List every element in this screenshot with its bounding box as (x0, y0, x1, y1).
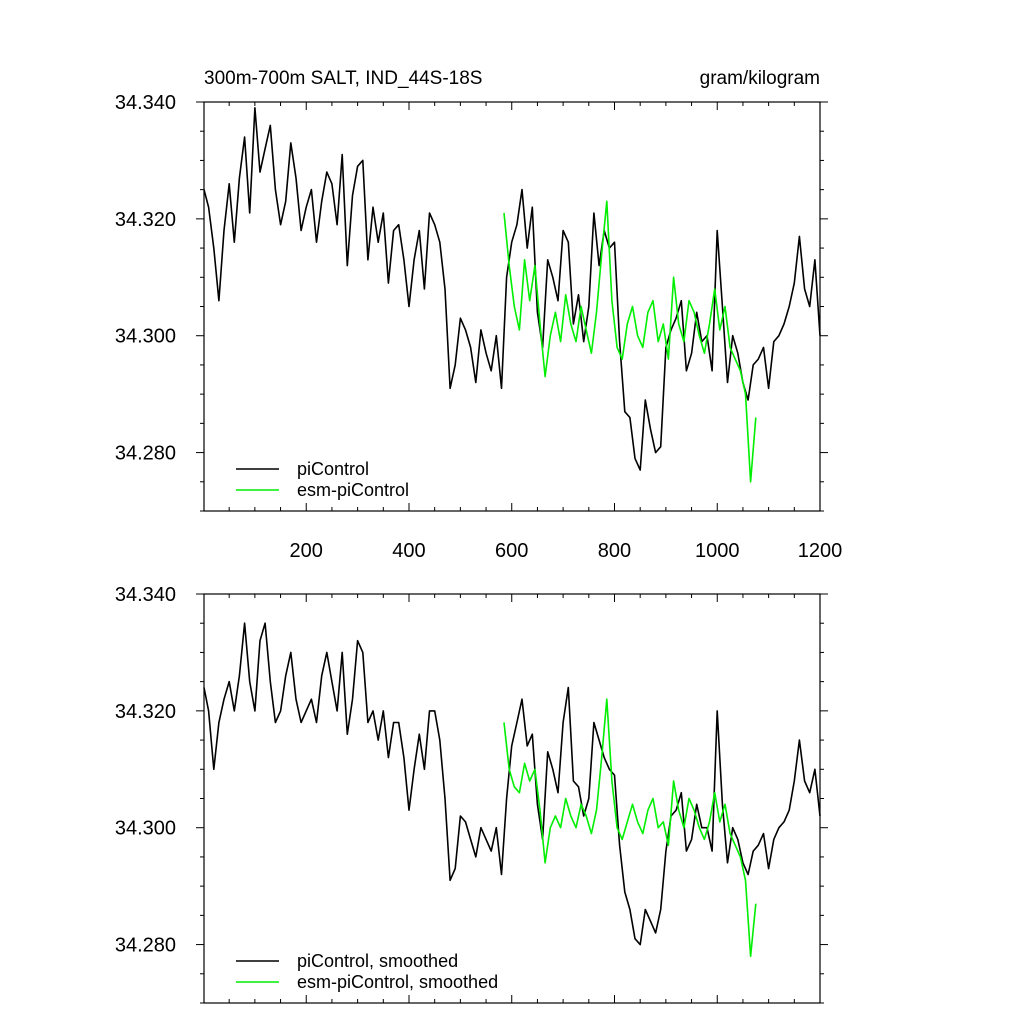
y-tick-label: 34.320 (115, 701, 176, 723)
x-tick-label: 400 (392, 540, 425, 562)
y-tick-label: 34.280 (115, 935, 176, 957)
chart-title: 300m-700m SALT, IND_44S-18S (204, 68, 482, 89)
plot-frame-bottom (203, 593, 821, 1004)
series-line-picontrol (203, 107, 821, 471)
y-tick-label: 34.320 (115, 209, 176, 231)
legend-label-picontrol-smoothed: piControl, smoothed (297, 951, 458, 971)
series-line-esm-picontrol-smoothed (503, 698, 757, 958)
y-tick-label: 34.300 (115, 326, 176, 348)
y-tick-label: 34.300 (115, 818, 176, 840)
legend-label-picontrol: piControl (297, 459, 369, 479)
y-tick-label: 34.340 (115, 92, 176, 114)
series-lines-top (203, 107, 821, 483)
x-tick-label: 1000 (695, 540, 740, 562)
units-label: gram/kilogram (700, 68, 820, 89)
x-tick-label: 800 (598, 540, 631, 562)
y-tick-label: 34.280 (115, 443, 176, 465)
bottom-panel: 34.280 34.300 34.320 34.340 piControl, smoo… (115, 584, 828, 1004)
y-tick-label: 34.340 (115, 584, 176, 606)
top-panel: 300m-700m SALT, IND_44S-18S gram/kilogra… (115, 68, 842, 562)
series-line-esm-picontrol (503, 200, 757, 483)
x-tick-label: 1200 (798, 540, 843, 562)
legend-bottom: piControl, smoothed esm-piControl, smoot… (236, 951, 498, 992)
legend-label-esm-picontrol: esm-piControl (297, 480, 409, 500)
legend-label-esm-picontrol-smoothed: esm-piControl, smoothed (297, 972, 498, 992)
x-tick-label: 600 (495, 540, 528, 562)
ticks-bottom: 34.280 34.300 34.320 34.340 (115, 584, 828, 1004)
ticks-top: 200 400 600 800 1000 1200 34.280 34.300 34.320 34… (115, 92, 842, 562)
plot-frame-top (203, 101, 821, 512)
legend-top: piControl esm-piControl (236, 459, 409, 500)
series-line-picontrol-smoothed (203, 622, 821, 946)
series-lines-bottom (203, 622, 821, 958)
x-tick-label: 200 (290, 540, 323, 562)
